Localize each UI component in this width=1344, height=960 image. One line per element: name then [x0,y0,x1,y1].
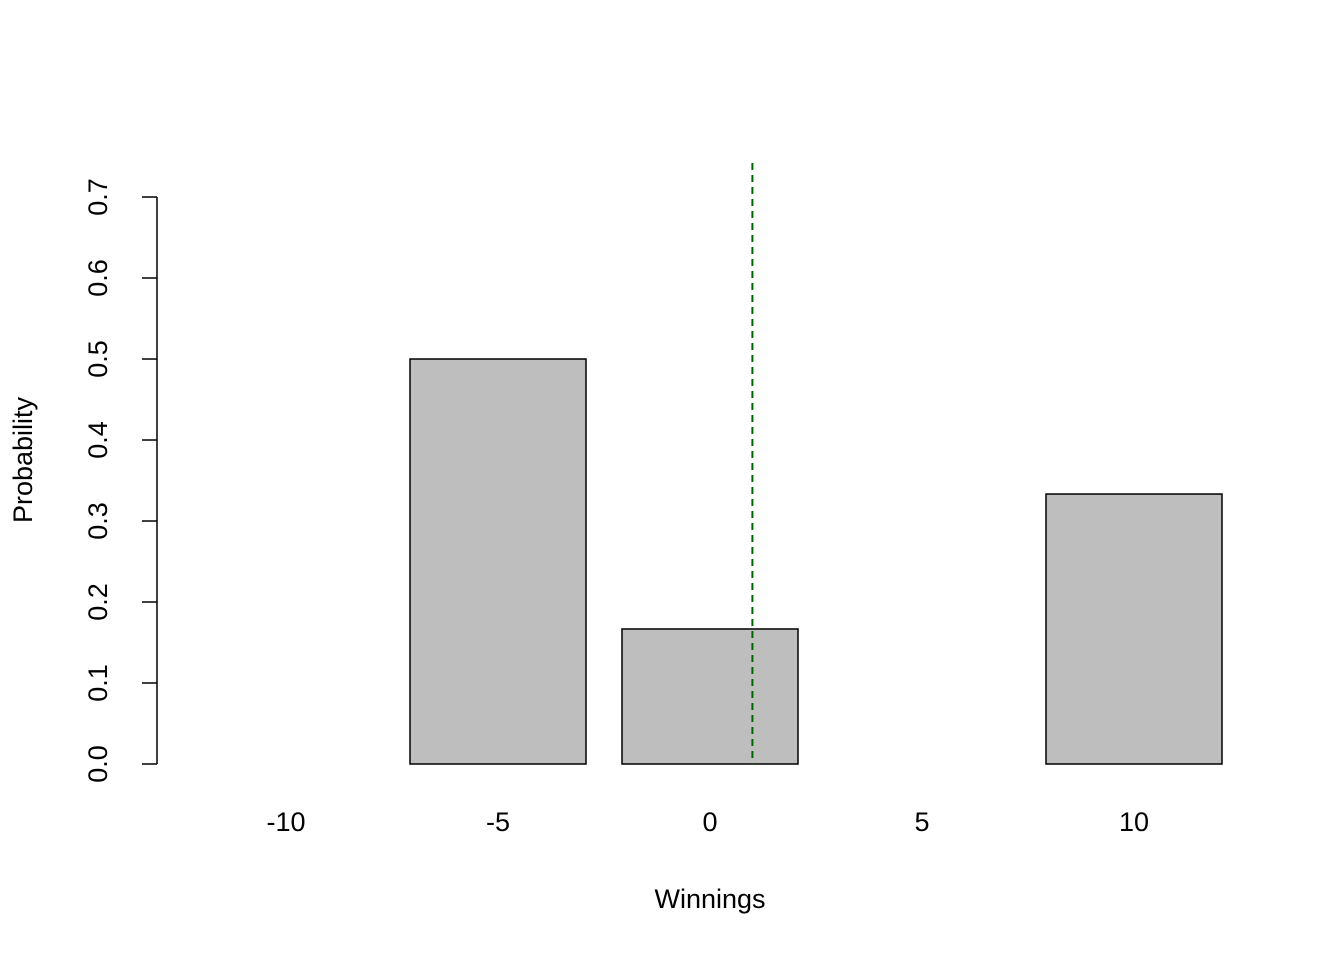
bar [1045,493,1223,765]
bar [621,628,799,765]
y-tick-label: 0.0 [83,745,113,783]
y-tick-label: 0.4 [83,421,113,459]
y-tick-label: 0.2 [83,583,113,621]
x-tick-label: 10 [1119,807,1149,837]
y-axis-label: Probability [8,396,38,523]
y-tick-label: 0.1 [83,664,113,702]
x-tick-label: 0 [702,807,717,837]
bar [409,358,587,765]
x-tick-label: -5 [486,807,510,837]
x-tick-label: -10 [266,807,305,837]
x-tick-label: 5 [914,807,929,837]
y-tick-label: 0.6 [83,259,113,297]
y-tick-label: 0.5 [83,340,113,378]
y-tick-label: 0.7 [83,178,113,216]
x-axis-label: Winnings [654,884,765,914]
y-tick-label: 0.3 [83,502,113,540]
